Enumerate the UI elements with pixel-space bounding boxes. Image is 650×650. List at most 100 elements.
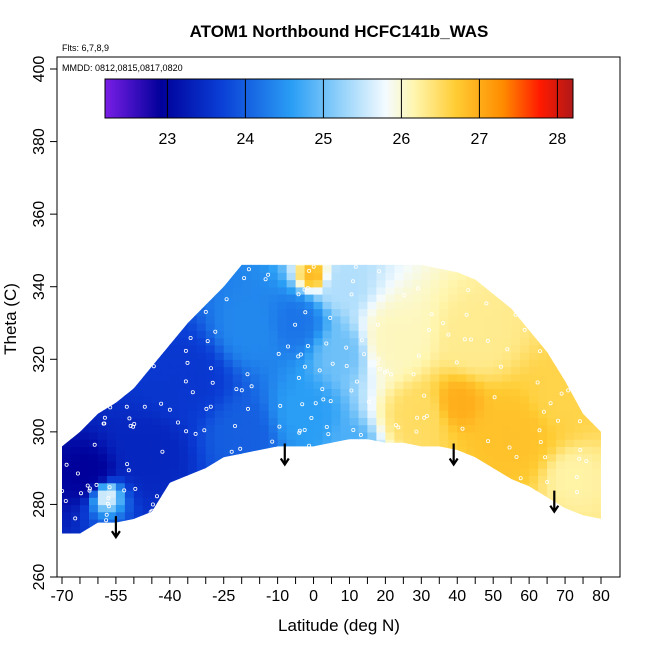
heatmap-cell — [538, 475, 548, 484]
heatmap-cell — [71, 352, 81, 360]
heatmap-cell — [322, 323, 333, 331]
heatmap-cell — [97, 482, 108, 491]
heatmap-cell — [160, 526, 171, 534]
heatmap-cell — [502, 475, 512, 484]
heatmap-cell — [529, 264, 539, 266]
heatmap-cell — [430, 402, 440, 411]
heatmap-cell — [71, 518, 81, 527]
heatmap-cell — [511, 410, 521, 418]
heatmap-cell — [394, 315, 404, 324]
sample-point — [266, 272, 271, 277]
heatmap-cell — [574, 315, 584, 324]
heatmap-cell — [241, 330, 252, 339]
heatmap-cell — [412, 424, 422, 433]
heatmap-cell — [187, 410, 198, 418]
heatmap-cell — [538, 424, 548, 433]
heatmap-cell — [403, 373, 413, 382]
heatmap-cell — [394, 337, 404, 346]
heatmap-cell — [241, 272, 252, 281]
heatmap-cell — [574, 439, 584, 447]
heatmap-cell — [376, 388, 386, 397]
heatmap-cell — [331, 264, 342, 273]
heatmap-cell — [358, 511, 369, 520]
heatmap-cell — [259, 453, 270, 462]
heatmap-cell — [412, 388, 422, 397]
heatmap-cell — [277, 294, 288, 302]
heatmap-cell — [286, 272, 297, 281]
heatmap-cell — [124, 294, 135, 302]
heatmap-cell — [214, 518, 225, 527]
heatmap-cell — [277, 381, 288, 389]
heatmap-cell — [367, 431, 377, 440]
heatmap-cell — [511, 526, 521, 534]
heatmap-cell — [484, 489, 494, 498]
heatmap-cell — [421, 468, 431, 476]
heatmap-cell — [412, 337, 422, 346]
heatmap-cell — [106, 381, 117, 389]
heatmap-cell — [394, 482, 404, 491]
heatmap-cell — [592, 323, 601, 331]
heatmap-cell — [160, 344, 171, 353]
heatmap-cell — [62, 446, 72, 455]
heatmap-cell — [493, 424, 503, 433]
sample-point — [376, 322, 381, 327]
heatmap-cell — [331, 337, 342, 346]
heatmap-cell — [250, 489, 261, 498]
heatmap-cell — [466, 286, 476, 295]
heatmap-cell — [106, 497, 117, 506]
colorbar-tick-label: 27 — [471, 131, 489, 148]
heatmap-cell — [142, 395, 153, 404]
heatmap-cell — [538, 352, 548, 360]
heatmap-cell — [160, 439, 171, 447]
heatmap-cell — [178, 294, 189, 302]
heatmap-cell — [403, 534, 413, 542]
heatmap-cell — [89, 511, 99, 520]
heatmap-cell — [592, 489, 601, 498]
heatmap-cell — [583, 417, 593, 426]
heatmap-cell — [115, 395, 126, 404]
heatmap-cell — [475, 337, 485, 346]
heatmap-cell — [448, 337, 458, 346]
sample-point — [535, 380, 540, 385]
heatmap-cell — [187, 482, 198, 491]
sample-point — [296, 375, 301, 380]
heatmap-cell — [403, 497, 413, 506]
heatmap-cell — [304, 518, 315, 527]
heatmap-cell — [574, 395, 584, 404]
heatmap-cell — [178, 482, 189, 491]
heatmap-cell — [466, 388, 476, 397]
heatmap-cell — [367, 424, 377, 433]
heatmap-cell — [376, 301, 386, 310]
heatmap-cell — [538, 337, 548, 346]
heatmap-cell — [457, 489, 467, 498]
heatmap-cell — [565, 402, 575, 411]
heatmap-cell — [215, 534, 225, 542]
heatmap-cell — [196, 439, 207, 447]
heatmap-cell — [511, 395, 521, 404]
heatmap-cell — [331, 410, 342, 418]
heatmap-cell — [412, 359, 422, 368]
sample-point — [402, 293, 407, 298]
heatmap-cell — [188, 534, 198, 542]
heatmap-cell — [160, 417, 171, 426]
heatmap-cell — [205, 395, 216, 404]
heatmap-cell — [160, 497, 171, 506]
heatmap-cell — [223, 381, 234, 389]
heatmap-cell — [89, 504, 99, 513]
heatmap-cell — [250, 431, 261, 440]
heatmap-cell — [394, 286, 404, 295]
heatmap-cell — [205, 439, 216, 447]
heatmap-cell — [71, 482, 81, 491]
heatmap-cell — [71, 526, 81, 534]
heatmap-cell — [106, 431, 117, 440]
heatmap-cell — [295, 518, 306, 527]
heatmap-cell — [592, 511, 601, 520]
heatmap-cell — [115, 489, 126, 498]
heatmap-cell — [268, 424, 279, 433]
heatmap-cell — [250, 337, 261, 346]
heatmap-cell — [62, 352, 72, 360]
heatmap-cell — [214, 439, 225, 447]
heatmap-cell — [394, 431, 404, 440]
heatmap-cell — [62, 272, 72, 281]
heatmap-cell — [583, 264, 593, 273]
